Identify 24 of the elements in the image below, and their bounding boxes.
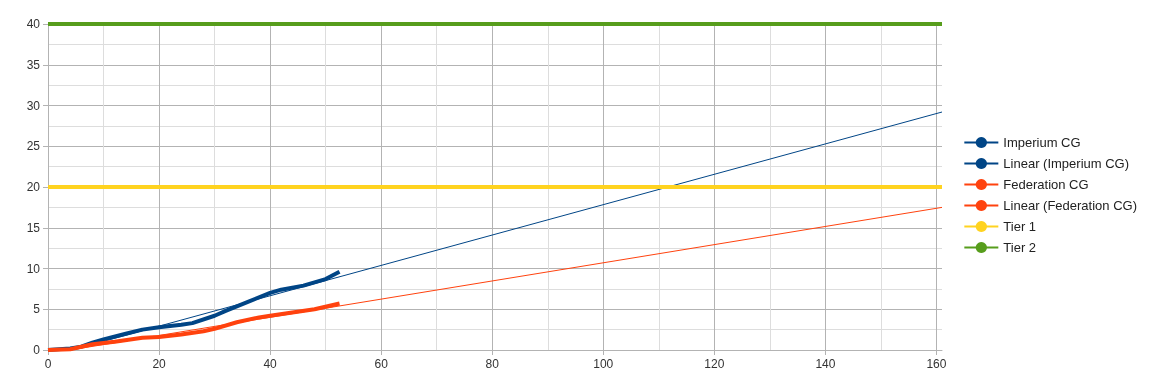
- y-tick-label: 30: [26, 98, 41, 113]
- x-tick-label: 20: [152, 357, 167, 371]
- x-tick-label: 40: [263, 357, 278, 371]
- y-tick-label: 35: [26, 57, 41, 72]
- y-tick-label: 20: [26, 180, 41, 194]
- y-tick-label: 10: [26, 261, 41, 276]
- legend-label: Imperium CG: [1003, 135, 1081, 150]
- legend-label: Linear (Imperium CG): [1003, 156, 1130, 171]
- y-tick-label: 5: [33, 302, 41, 317]
- legend-label: Tier 1: [1003, 219, 1037, 234]
- x-tick-label: 60: [374, 357, 389, 371]
- x-tick-label: 100: [593, 357, 614, 371]
- legend-label: Linear (Federation CG): [1003, 198, 1137, 213]
- y-tick-label: 0: [33, 343, 41, 357]
- x-tick-label: 80: [485, 357, 500, 371]
- y-tick-label: 15: [26, 220, 41, 235]
- legend-label: Tier 2: [1003, 240, 1037, 255]
- y-tick-label: 25: [26, 139, 41, 154]
- x-tick-label: 120: [704, 357, 725, 371]
- x-tick-label: 160: [926, 357, 947, 371]
- y-tick-label: 40: [26, 17, 41, 31]
- legend-label: Federation CG: [1003, 177, 1089, 192]
- x-tick-label: 140: [815, 357, 836, 371]
- x-tick-label: 0: [44, 357, 52, 371]
